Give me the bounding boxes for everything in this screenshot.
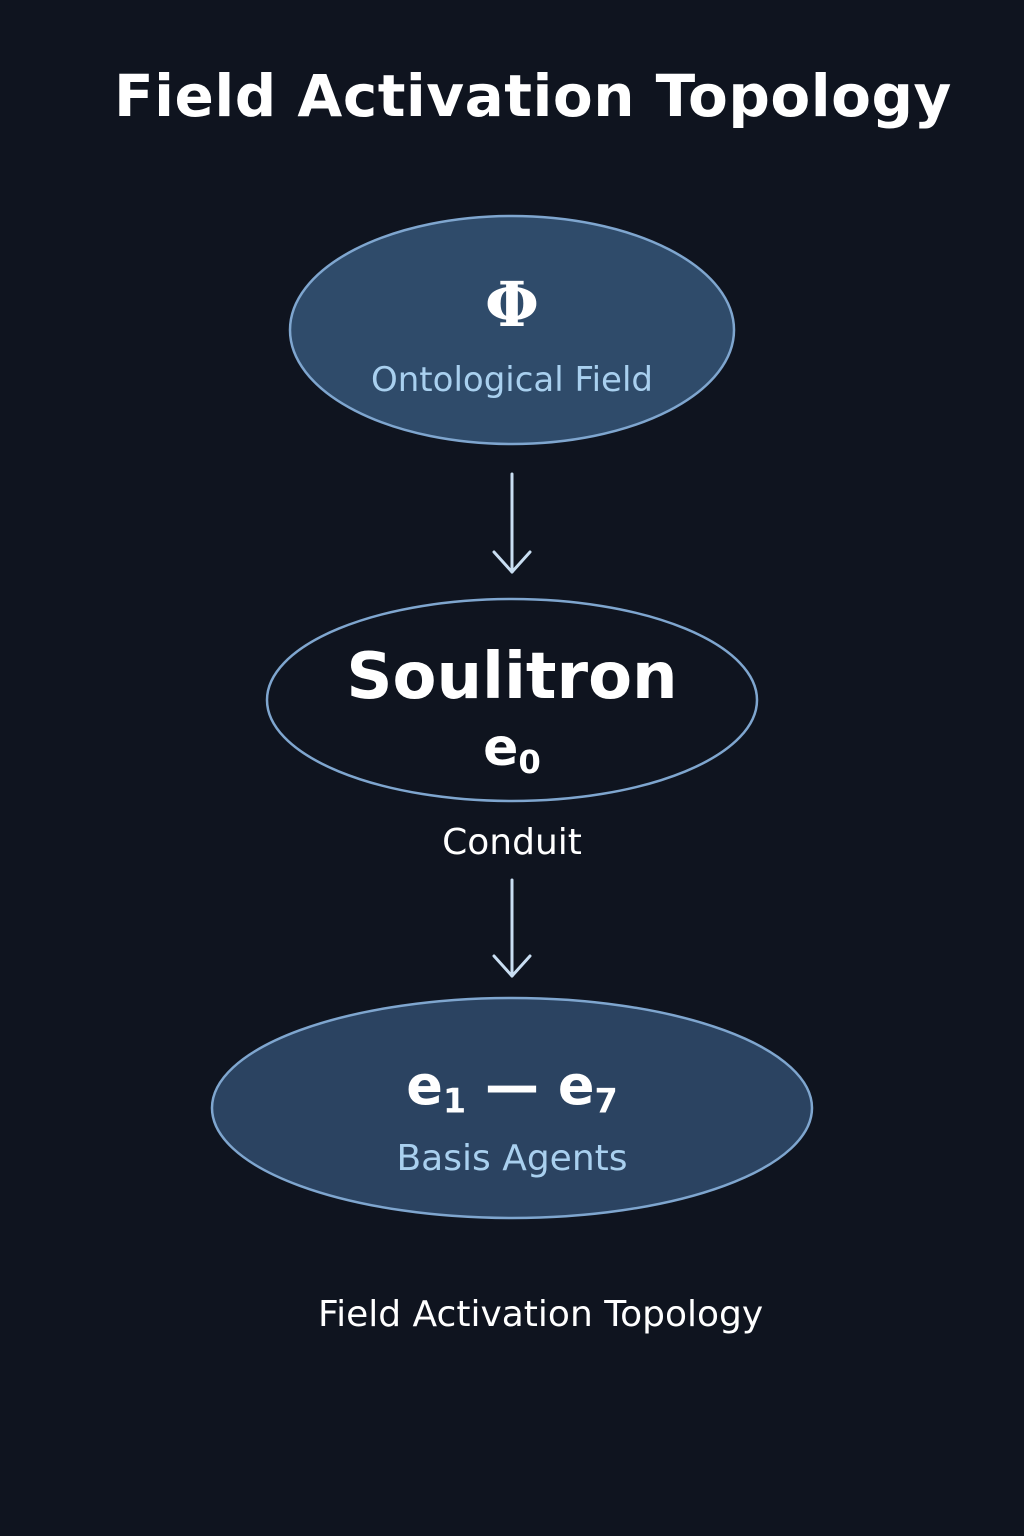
- basis-agents-label: Basis Agents: [396, 1138, 628, 1179]
- phi-symbol: Φ: [484, 268, 539, 341]
- ontological-field-label: Ontological Field: [371, 360, 653, 400]
- footer-caption: Field Activation Topology: [318, 1294, 764, 1335]
- basis-start-base: e: [406, 1054, 443, 1117]
- page-title: Field Activation Topology: [114, 62, 952, 130]
- basis-end-sub: 7: [594, 1081, 618, 1121]
- basis-start-sub: 1: [442, 1081, 467, 1121]
- soulitron-symbol: e0: [0, 718, 1024, 781]
- ontological-field-node: [288, 214, 736, 446]
- basis-end-base: e: [557, 1054, 595, 1117]
- conduit-label: Conduit: [442, 822, 582, 863]
- soulitron-node: [265, 597, 759, 803]
- basis-agents-symbol: e1 — e7: [0, 1054, 1024, 1120]
- arrow-ontological-to-soulitron: [492, 472, 532, 574]
- basis-agents-node: [210, 996, 814, 1220]
- soulitron-label: Soulitron: [346, 640, 678, 714]
- basis-separator: —: [485, 1054, 539, 1117]
- soulitron-symbol-base: e: [483, 718, 519, 778]
- arrow-conduit: [492, 878, 532, 978]
- soulitron-symbol-sub: 0: [518, 743, 541, 782]
